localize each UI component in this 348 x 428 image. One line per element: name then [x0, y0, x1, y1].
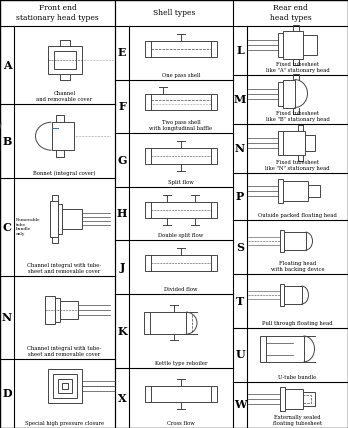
Bar	[277, 178, 283, 202]
Bar	[62, 209, 81, 229]
Text: Special high pressure closure: Special high pressure closure	[25, 421, 104, 426]
Text: Two pass shell
with longitudinal baffle: Two pass shell with longitudinal baffle	[149, 120, 213, 131]
Text: J: J	[119, 262, 125, 273]
Text: Outside packed floating head: Outside packed floating head	[258, 213, 337, 218]
Text: F: F	[118, 101, 126, 112]
Bar	[308, 184, 319, 196]
Bar	[145, 148, 217, 164]
Text: C: C	[2, 222, 11, 232]
Bar	[53, 374, 77, 398]
Bar	[47, 46, 81, 74]
Bar	[279, 284, 284, 306]
Bar	[144, 312, 186, 334]
Bar	[283, 181, 308, 201]
Bar	[52, 122, 73, 150]
Bar	[284, 286, 301, 304]
Text: Rear end
head types: Rear end head types	[270, 4, 311, 21]
Text: L: L	[236, 45, 244, 56]
Text: Fixed tubesheet
like "A" stationary head: Fixed tubesheet like "A" stationary head	[266, 62, 329, 73]
Bar	[45, 296, 55, 324]
Text: Externally sealed
floating tubesheet: Externally sealed floating tubesheet	[273, 415, 322, 426]
Text: N: N	[235, 143, 245, 154]
Text: W: W	[234, 399, 246, 410]
Text: Front end
stationary head types: Front end stationary head types	[16, 4, 99, 21]
Text: Fixed tubesheet
like "N" stationary head: Fixed tubesheet like "N" stationary head	[265, 160, 330, 171]
Text: X: X	[118, 392, 126, 404]
Bar	[277, 131, 283, 155]
Bar	[60, 301, 78, 319]
Text: Channel integral with tube-
sheet and removable cover: Channel integral with tube- sheet and re…	[27, 263, 102, 274]
Text: A: A	[3, 60, 11, 71]
Text: B: B	[2, 136, 12, 147]
Text: Channel
and removable cover: Channel and removable cover	[37, 91, 93, 102]
Bar	[279, 230, 284, 252]
Text: E: E	[118, 48, 126, 58]
Bar	[145, 95, 217, 110]
Bar	[304, 134, 315, 151]
Text: One pass shell: One pass shell	[162, 73, 200, 77]
Text: G: G	[117, 155, 127, 166]
Bar	[302, 392, 315, 406]
Bar	[55, 298, 60, 322]
Bar	[279, 387, 285, 411]
Text: Kettle type reboiler: Kettle type reboiler	[155, 361, 207, 366]
Text: H: H	[117, 208, 127, 219]
Bar	[283, 80, 294, 107]
Text: P: P	[236, 191, 244, 202]
Bar	[145, 202, 217, 217]
Bar	[285, 389, 302, 409]
Bar	[62, 383, 68, 389]
Bar	[277, 82, 283, 106]
Bar	[57, 379, 71, 392]
Bar	[47, 369, 81, 403]
Text: Bonnet (integral cover): Bonnet (integral cover)	[33, 171, 96, 176]
Text: Pull through floating head: Pull through floating head	[262, 321, 333, 326]
Text: Double split flow: Double split flow	[158, 233, 204, 238]
Text: U-tube bundle: U-tube bundle	[278, 375, 317, 380]
Bar	[49, 201, 57, 237]
Text: Channel integral with tube-
sheet and removable cover: Channel integral with tube- sheet and re…	[27, 346, 102, 357]
Bar	[283, 131, 304, 155]
Bar	[277, 33, 283, 56]
Text: M: M	[234, 94, 246, 105]
Text: T: T	[236, 295, 244, 306]
Text: Removable
tube
bundle
only: Removable tube bundle only	[16, 218, 41, 236]
Bar	[145, 386, 217, 402]
Bar	[54, 51, 76, 69]
Text: Floating head
with backing device: Floating head with backing device	[271, 261, 324, 272]
Text: D: D	[2, 388, 12, 399]
Bar	[284, 232, 306, 250]
Text: Cross flow: Cross flow	[167, 421, 195, 426]
Text: Fixed tubesheet
like "B" stationary head: Fixed tubesheet like "B" stationary head	[266, 111, 330, 122]
Bar	[302, 35, 316, 54]
Bar	[302, 395, 310, 403]
Text: Shell types: Shell types	[153, 9, 195, 17]
Bar	[57, 204, 62, 234]
Text: U: U	[235, 349, 245, 360]
Bar	[145, 255, 217, 271]
Text: Split flow: Split flow	[168, 180, 194, 185]
Text: K: K	[117, 326, 127, 336]
Bar	[260, 336, 303, 362]
Text: S: S	[236, 241, 244, 253]
Bar	[283, 30, 302, 59]
Text: Divided flow: Divided flow	[164, 287, 198, 292]
Bar	[145, 41, 217, 57]
Text: N: N	[2, 312, 12, 323]
